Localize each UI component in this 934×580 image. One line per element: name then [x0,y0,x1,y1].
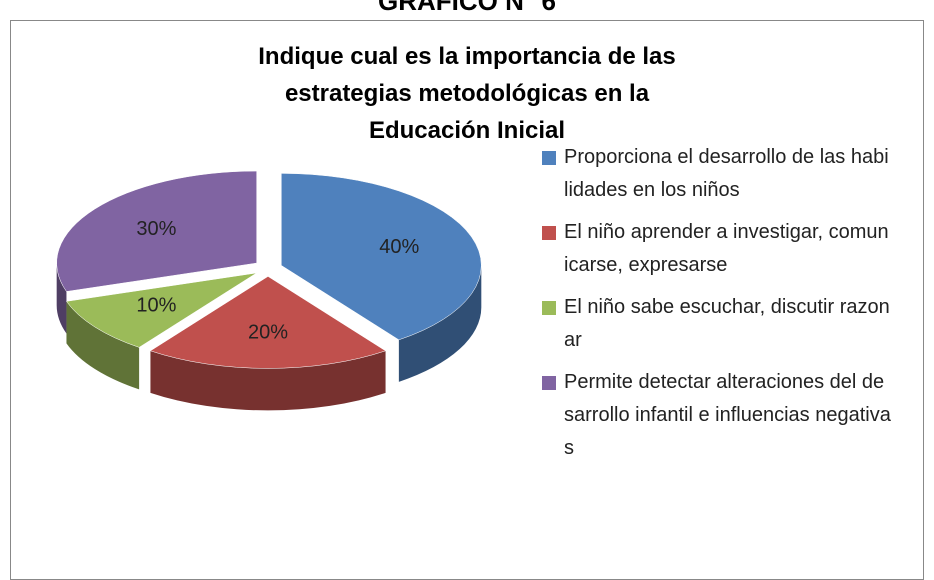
legend-label: El niño sabe escuchar, discutir razonar [564,296,890,351]
pie-sides [56,263,482,411]
slice [66,272,257,348]
pie-labels: 40% 20% 10% 30% [136,218,419,344]
data-label: 10% [136,295,176,317]
page: {"chart_data": {"type": "pie", "heading"… [10,0,924,580]
data-label: 20% [248,322,288,344]
pie-tops [56,170,482,369]
slice [281,173,482,341]
legend-item: El niño aprender a investigar, comunicar… [542,216,892,282]
legend-label: Permite detectar alteraciones del desarr… [564,371,891,459]
legend-item: Proporciona el desarrollo de las habilid… [542,141,892,207]
chart-title: Indique cual es la importancia de las es… [258,43,676,144]
legend-swatch [542,226,556,240]
slice-side [398,265,482,382]
legend-swatch [542,301,556,315]
slice-side [56,263,67,334]
data-label: 30% [136,218,176,240]
legend-label: Proporciona el desarrollo de las habilid… [564,146,889,201]
data-label: 40% [379,236,419,258]
legend: Proporciona el desarrollo de las habilid… [542,141,892,474]
slice [149,276,387,369]
legend-swatch [542,376,556,390]
heading: GRÁFICO N° 6 [378,0,556,16]
slice [56,170,257,292]
legend-label: El niño aprender a investigar, comunicar… [564,221,889,276]
pie-chart: 40% 20% 10% 30% [56,170,482,411]
slice-side [150,350,386,411]
legend-swatch [542,151,556,165]
legend-item: Permite detectar alteraciones del desarr… [542,366,892,465]
legend-item: El niño sabe escuchar, discutir razonar [542,291,892,357]
slice-side [66,301,140,390]
